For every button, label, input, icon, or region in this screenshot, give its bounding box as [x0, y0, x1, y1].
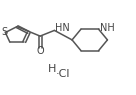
Text: S: S: [1, 27, 7, 37]
Text: O: O: [36, 46, 44, 56]
Text: H: H: [48, 64, 57, 74]
Text: ·Cl: ·Cl: [56, 69, 70, 79]
Text: NH: NH: [100, 23, 114, 33]
Text: HN: HN: [55, 23, 70, 33]
